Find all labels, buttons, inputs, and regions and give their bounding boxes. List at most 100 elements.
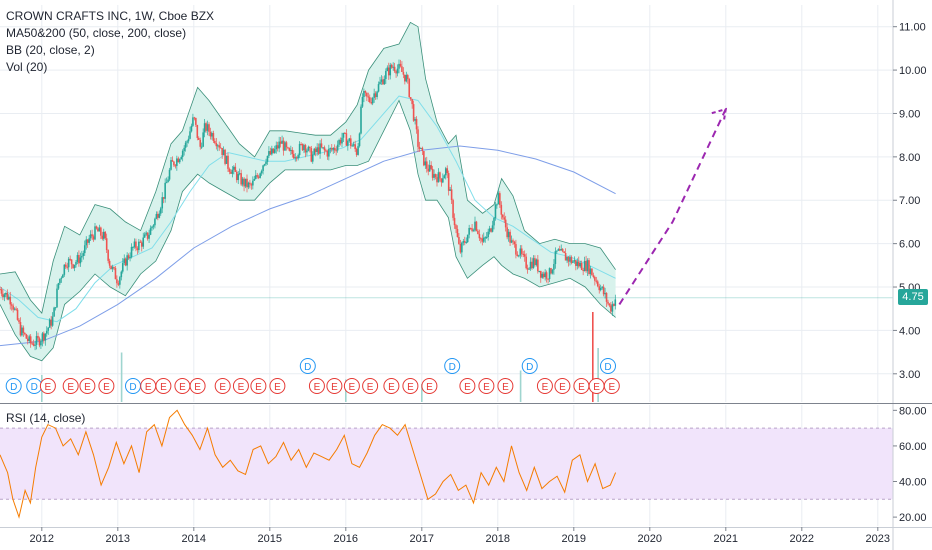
candle-body [104, 231, 107, 239]
candle-body [374, 93, 377, 98]
candle-body [262, 165, 264, 171]
candle-body [314, 148, 317, 153]
candle-body [102, 231, 105, 239]
candle-body [281, 140, 283, 144]
candle-body [0, 289, 1, 291]
price-axis-label: 3.00 [899, 369, 920, 381]
candle-body [409, 97, 412, 100]
candle-body [197, 137, 200, 140]
candle-body [434, 174, 437, 178]
earnings-marker [497, 378, 514, 394]
candle-body [436, 177, 438, 183]
candle-body [589, 268, 592, 274]
earnings-marker [232, 378, 249, 394]
candle-body [553, 264, 555, 270]
candle-body [22, 327, 25, 333]
earnings-marker-label: E [45, 382, 52, 393]
candle-body [32, 343, 35, 346]
candle-body [335, 150, 337, 152]
candle-body [573, 260, 576, 262]
candle-body [241, 178, 244, 185]
candle-body [610, 305, 612, 312]
candle-body [453, 217, 456, 226]
candle-body [494, 204, 497, 219]
candle-body [450, 189, 453, 201]
candle-body [205, 123, 207, 131]
price-axis-label: 7.00 [899, 195, 920, 207]
candle-body [208, 124, 210, 132]
candle-body [465, 242, 468, 244]
candle-body [605, 292, 608, 302]
candle-body [594, 276, 596, 281]
candle-body [173, 161, 175, 166]
candle-body [5, 292, 7, 295]
candle-body [265, 161, 267, 165]
volume-bar [519, 370, 522, 402]
candle-body [468, 227, 470, 235]
candle-body [225, 155, 228, 164]
candle-body [393, 66, 396, 72]
candle-body [75, 261, 77, 265]
candle-body [45, 330, 48, 334]
time-axis-label: 2021 [714, 533, 738, 545]
candle-body [577, 261, 580, 267]
candle-body [484, 237, 487, 239]
candle-body [48, 319, 51, 328]
candle-body [21, 327, 23, 336]
candle-body [531, 261, 533, 269]
candle-body [478, 234, 481, 239]
candle-body [216, 145, 219, 147]
candle-body [158, 213, 161, 218]
candle-body [136, 248, 139, 251]
candle-body [234, 166, 237, 172]
candle-body [127, 255, 130, 259]
candle-body [608, 303, 611, 306]
candle-body [475, 221, 478, 231]
candle-body [28, 336, 31, 342]
candle-body [477, 230, 479, 235]
candle-body [525, 256, 527, 269]
dividend-marker [299, 358, 316, 374]
candle-body [243, 178, 245, 187]
moving-averages [0, 95, 616, 347]
candle-body [383, 78, 386, 85]
candle-body [459, 243, 462, 253]
candle-body [520, 248, 523, 254]
candle-body [406, 75, 409, 79]
candle-body [59, 278, 61, 284]
candle-body [2, 293, 4, 298]
candle-body [614, 299, 617, 306]
bb-lower [0, 99, 616, 362]
candle-body [19, 322, 22, 336]
candle-body [529, 261, 532, 269]
candle-body [53, 307, 55, 317]
earnings-marker [343, 378, 360, 394]
candle-body [260, 170, 263, 174]
earnings-marker-label: E [559, 382, 566, 393]
candle-body [50, 319, 52, 326]
candle-body [370, 102, 373, 104]
candle-body [174, 165, 177, 167]
volume-bar [597, 348, 599, 402]
candle-body [528, 268, 530, 270]
candle-body [16, 309, 19, 320]
candle-body [348, 138, 351, 142]
dividend-marker-label: D [31, 382, 38, 393]
candle-body [0, 289, 3, 294]
earnings-marker [478, 378, 495, 394]
candle-body [404, 74, 406, 82]
candle-body [510, 240, 513, 243]
candle-body [602, 286, 605, 295]
earnings-marker-label: E [145, 382, 152, 393]
candle-body [497, 193, 500, 205]
candle-body [364, 90, 367, 93]
price-axis-label: 8.00 [899, 152, 920, 164]
ma200-line [0, 145, 616, 347]
candle-body [363, 90, 365, 98]
candle-body [180, 157, 183, 160]
candle-body [455, 225, 457, 230]
candle-body [518, 255, 520, 257]
candle-body [263, 164, 266, 166]
